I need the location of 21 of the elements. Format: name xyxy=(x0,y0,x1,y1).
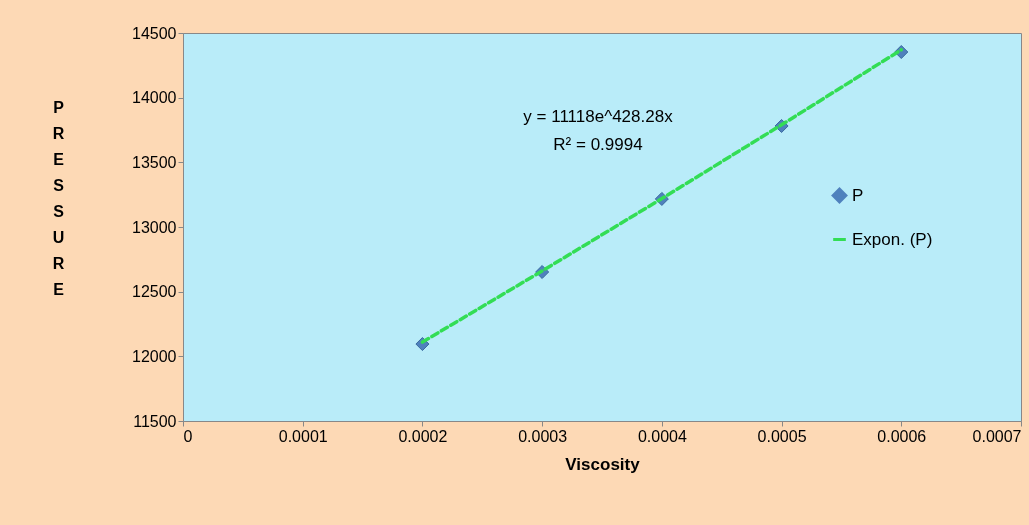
x-tick-label: 0.0006 xyxy=(877,427,927,445)
x-tick-label: 0.0005 xyxy=(757,427,807,445)
y-tick-label: 14500 xyxy=(132,24,177,42)
x-tick-label: 0.0002 xyxy=(398,427,448,445)
x-axis-title: Viscosity xyxy=(565,454,641,474)
x-tick-label: 0 xyxy=(183,427,193,445)
y-tick-label: 11500 xyxy=(133,412,177,430)
y-tick-label: 13000 xyxy=(132,218,177,236)
x-tick-label: 0.0007 xyxy=(972,427,1022,445)
y-tick-label: 13500 xyxy=(132,153,177,171)
y-tick-label: 14000 xyxy=(132,89,177,107)
x-tick-label: 0.0003 xyxy=(518,427,568,445)
y-axis-title: PRESSURE xyxy=(52,98,65,298)
annotation: R² = 0.9994 xyxy=(553,135,643,154)
y-tick-label: 12500 xyxy=(132,283,177,301)
y-tick-label: 12000 xyxy=(132,347,177,365)
x-tick-label: 0.0001 xyxy=(278,427,328,445)
annotation: y = 11118e^428.28x xyxy=(523,107,674,126)
legend-label: P xyxy=(852,185,864,205)
x-tick-label: 0.0004 xyxy=(637,427,687,445)
legend-label: Expon. (P) xyxy=(852,229,933,249)
